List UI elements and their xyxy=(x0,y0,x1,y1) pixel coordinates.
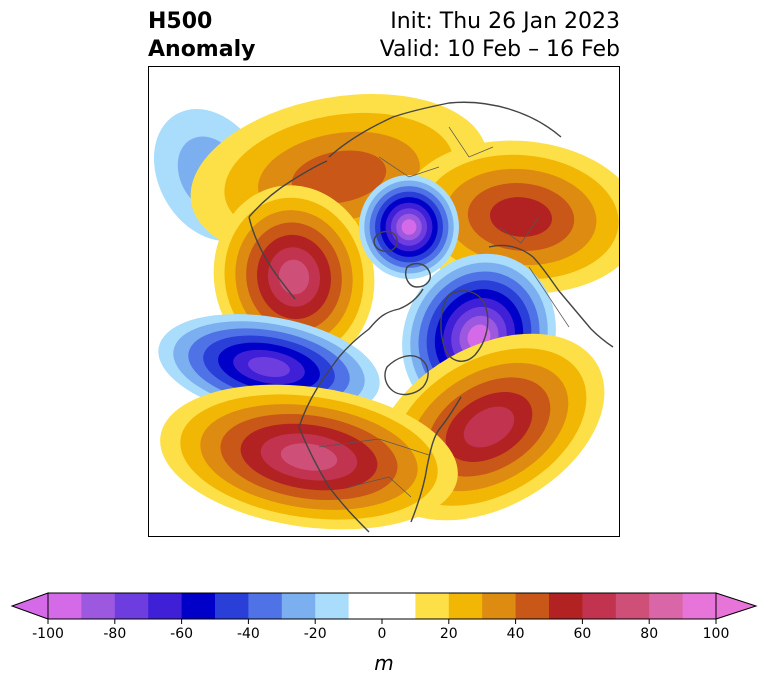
colorbar-bin xyxy=(582,593,617,619)
colorbar-bin xyxy=(482,593,517,619)
valid-period: Valid: 10 Feb – 16 Feb xyxy=(379,37,620,62)
coastlines xyxy=(248,101,614,533)
colorbar-tick-label: -80 xyxy=(103,626,126,642)
colorbar-tick-label: 60 xyxy=(573,626,591,642)
title-variable: H500 xyxy=(148,9,213,34)
political-borders xyxy=(318,126,570,498)
contour-neg_100 xyxy=(401,219,417,235)
colorbar-unit-label: m xyxy=(374,651,393,675)
colorbar-ticks: -100 -80 -60 -40 -20 0 20 40 60 80 100 xyxy=(32,619,729,642)
colorbar: -100 -80 -60 -40 -20 0 20 40 60 80 100 m xyxy=(0,580,768,680)
contour-pos_70 xyxy=(280,443,338,471)
colorbar-tick-label: -40 xyxy=(237,626,260,642)
contour-pos_60 xyxy=(463,406,515,448)
colorbar-tick-label: 80 xyxy=(640,626,658,642)
coastline-na-east xyxy=(298,396,462,533)
anomaly-center-3 xyxy=(401,140,619,294)
colorbar-tick-label: -100 xyxy=(32,626,64,642)
coastline-na-west xyxy=(298,288,424,428)
colorbar-bin xyxy=(148,593,183,619)
chart-title-left: H500 Anomaly xyxy=(148,8,255,64)
coastline-greenland xyxy=(440,290,489,362)
colorbar-bin xyxy=(48,593,82,619)
anomaly-map xyxy=(148,66,620,537)
colorbar-extend-max xyxy=(715,592,758,620)
colorbar-tick-label: -20 xyxy=(304,626,327,642)
colorbar-bin xyxy=(615,593,650,619)
colorbar-bin xyxy=(415,593,450,619)
anomaly-field xyxy=(153,94,619,530)
colorbar-tick-label: 100 xyxy=(703,626,730,642)
coastline-europe xyxy=(488,244,614,348)
contour-neg_80 xyxy=(248,356,290,378)
contour-pos_50 xyxy=(489,197,553,237)
colorbar-bin xyxy=(81,593,116,619)
chart-title-right: Init: Thu 26 Jan 2023 Valid: 10 Feb – 16… xyxy=(380,8,620,64)
colorbar-bin xyxy=(549,593,583,619)
colorbar-bin xyxy=(448,593,483,619)
colorbar-bin xyxy=(181,593,216,619)
colorbar-bin xyxy=(682,593,717,619)
title-subtitle: Anomaly xyxy=(148,37,256,62)
init-time: Init: Thu 26 Jan 2023 xyxy=(390,9,620,34)
colorbar-bins xyxy=(48,593,717,619)
colorbar-bin xyxy=(248,593,283,619)
colorbar-bin xyxy=(114,593,149,619)
colorbar-bin xyxy=(382,593,416,619)
anomaly-center-9 xyxy=(160,384,458,530)
colorbar-bin xyxy=(281,593,316,619)
colorbar-tick-label: 40 xyxy=(507,626,525,642)
colorbar-bin xyxy=(348,593,383,619)
coastline-arctic-islands xyxy=(373,230,431,288)
coastline-hudson xyxy=(384,355,429,396)
anomaly-center-5 xyxy=(359,175,459,279)
colorbar-bin xyxy=(649,593,684,619)
colorbar-bin xyxy=(515,593,550,619)
colorbar-tick-label: 20 xyxy=(440,626,458,642)
colorbar-tick-label: 0 xyxy=(378,626,387,642)
coastline-asia xyxy=(328,101,562,158)
colorbar-tick-label: -60 xyxy=(170,626,193,642)
colorbar-extend-min xyxy=(10,592,49,620)
colorbar-bin xyxy=(315,593,350,619)
coastline-east-asia xyxy=(248,160,328,300)
contour-pos_70 xyxy=(278,259,310,295)
colorbar-bin xyxy=(215,593,249,619)
